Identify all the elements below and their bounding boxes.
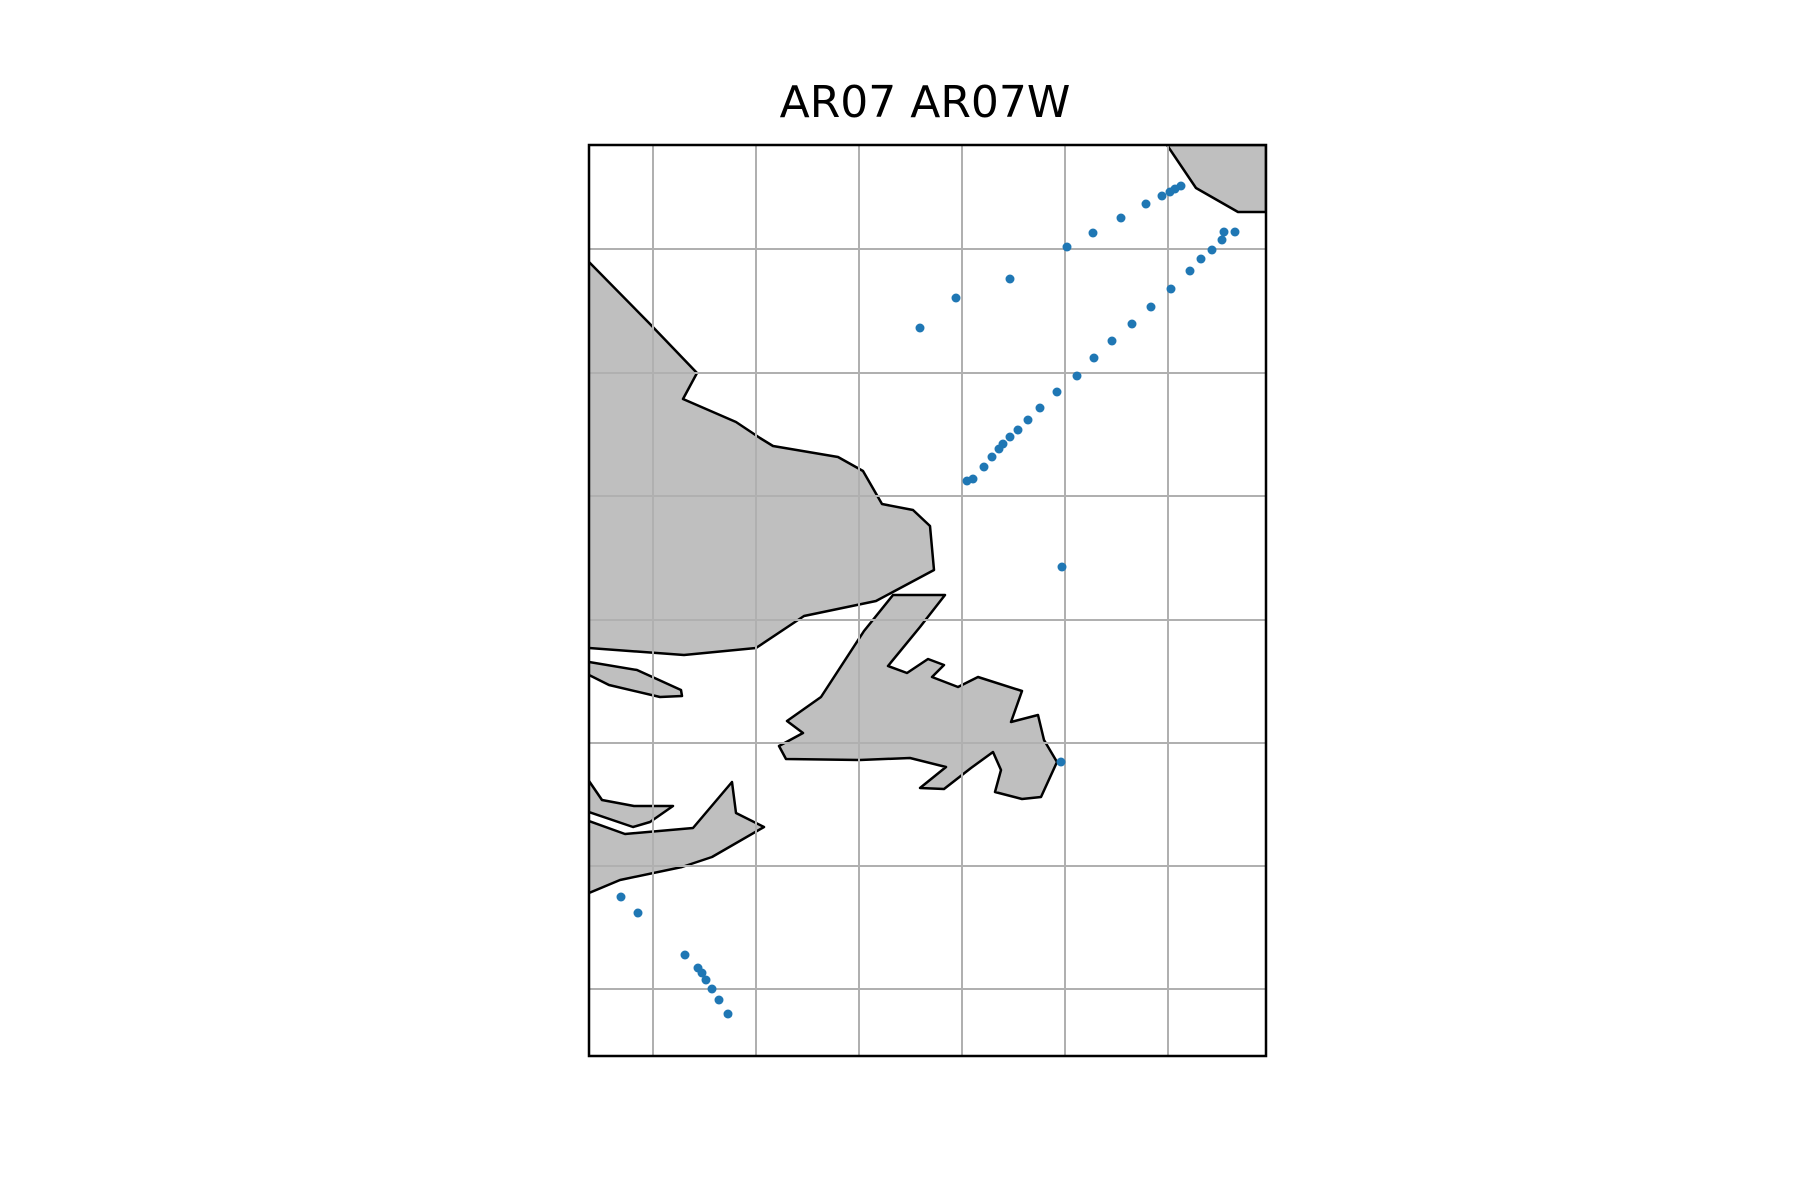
station-marker	[1157, 191, 1167, 201]
station-marker	[1230, 227, 1240, 237]
station-marker	[1013, 425, 1023, 435]
station-marker	[962, 476, 972, 486]
graticule	[589, 145, 1266, 1056]
labrador-quebec-landmass	[589, 260, 936, 657]
station-marker	[616, 892, 626, 902]
station-layer	[616, 181, 1240, 1019]
station-marker	[1088, 228, 1098, 238]
station-marker	[714, 995, 724, 1005]
station-marker	[1166, 284, 1176, 294]
station-marker	[979, 462, 989, 472]
greenland-tip	[1165, 145, 1266, 214]
station-marker	[1146, 302, 1156, 312]
station-marker	[994, 444, 1004, 454]
anticosti-island	[589, 660, 684, 699]
station-marker	[1005, 432, 1015, 442]
station-marker	[1196, 254, 1206, 264]
station-marker	[1035, 403, 1045, 413]
station-marker	[1141, 199, 1151, 209]
station-marker	[915, 323, 925, 333]
station-marker	[987, 452, 997, 462]
station-marker	[1165, 187, 1175, 197]
station-marker	[633, 908, 643, 918]
station-marker	[680, 950, 690, 960]
map-frame	[587, 143, 1268, 1058]
station-marker	[1089, 353, 1099, 363]
station-marker	[1219, 227, 1229, 237]
station-marker	[1107, 336, 1117, 346]
station-marker	[1062, 242, 1072, 252]
station-marker	[697, 968, 707, 978]
station-marker	[1057, 562, 1067, 572]
station-marker	[951, 293, 961, 303]
station-marker	[1185, 266, 1195, 276]
station-marker	[1207, 245, 1217, 255]
station-marker	[1072, 371, 1082, 381]
station-marker	[1116, 213, 1126, 223]
map-area	[589, 145, 1266, 1056]
station-marker	[1056, 757, 1066, 767]
station-marker	[707, 984, 717, 994]
newfoundland-island	[777, 593, 1059, 801]
station-marker	[723, 1009, 733, 1019]
station-marker	[1023, 415, 1033, 425]
station-marker	[1005, 274, 1015, 284]
station-marker	[1127, 319, 1137, 329]
map-title: AR07 AR07W	[780, 77, 1071, 128]
station-marker	[1217, 235, 1227, 245]
station-marker	[1052, 387, 1062, 397]
station-marker	[701, 975, 711, 985]
